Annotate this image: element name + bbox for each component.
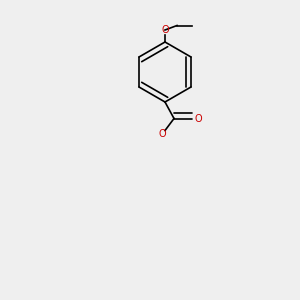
Text: O: O — [158, 128, 166, 139]
Text: O: O — [194, 113, 202, 124]
Text: O: O — [161, 25, 169, 35]
